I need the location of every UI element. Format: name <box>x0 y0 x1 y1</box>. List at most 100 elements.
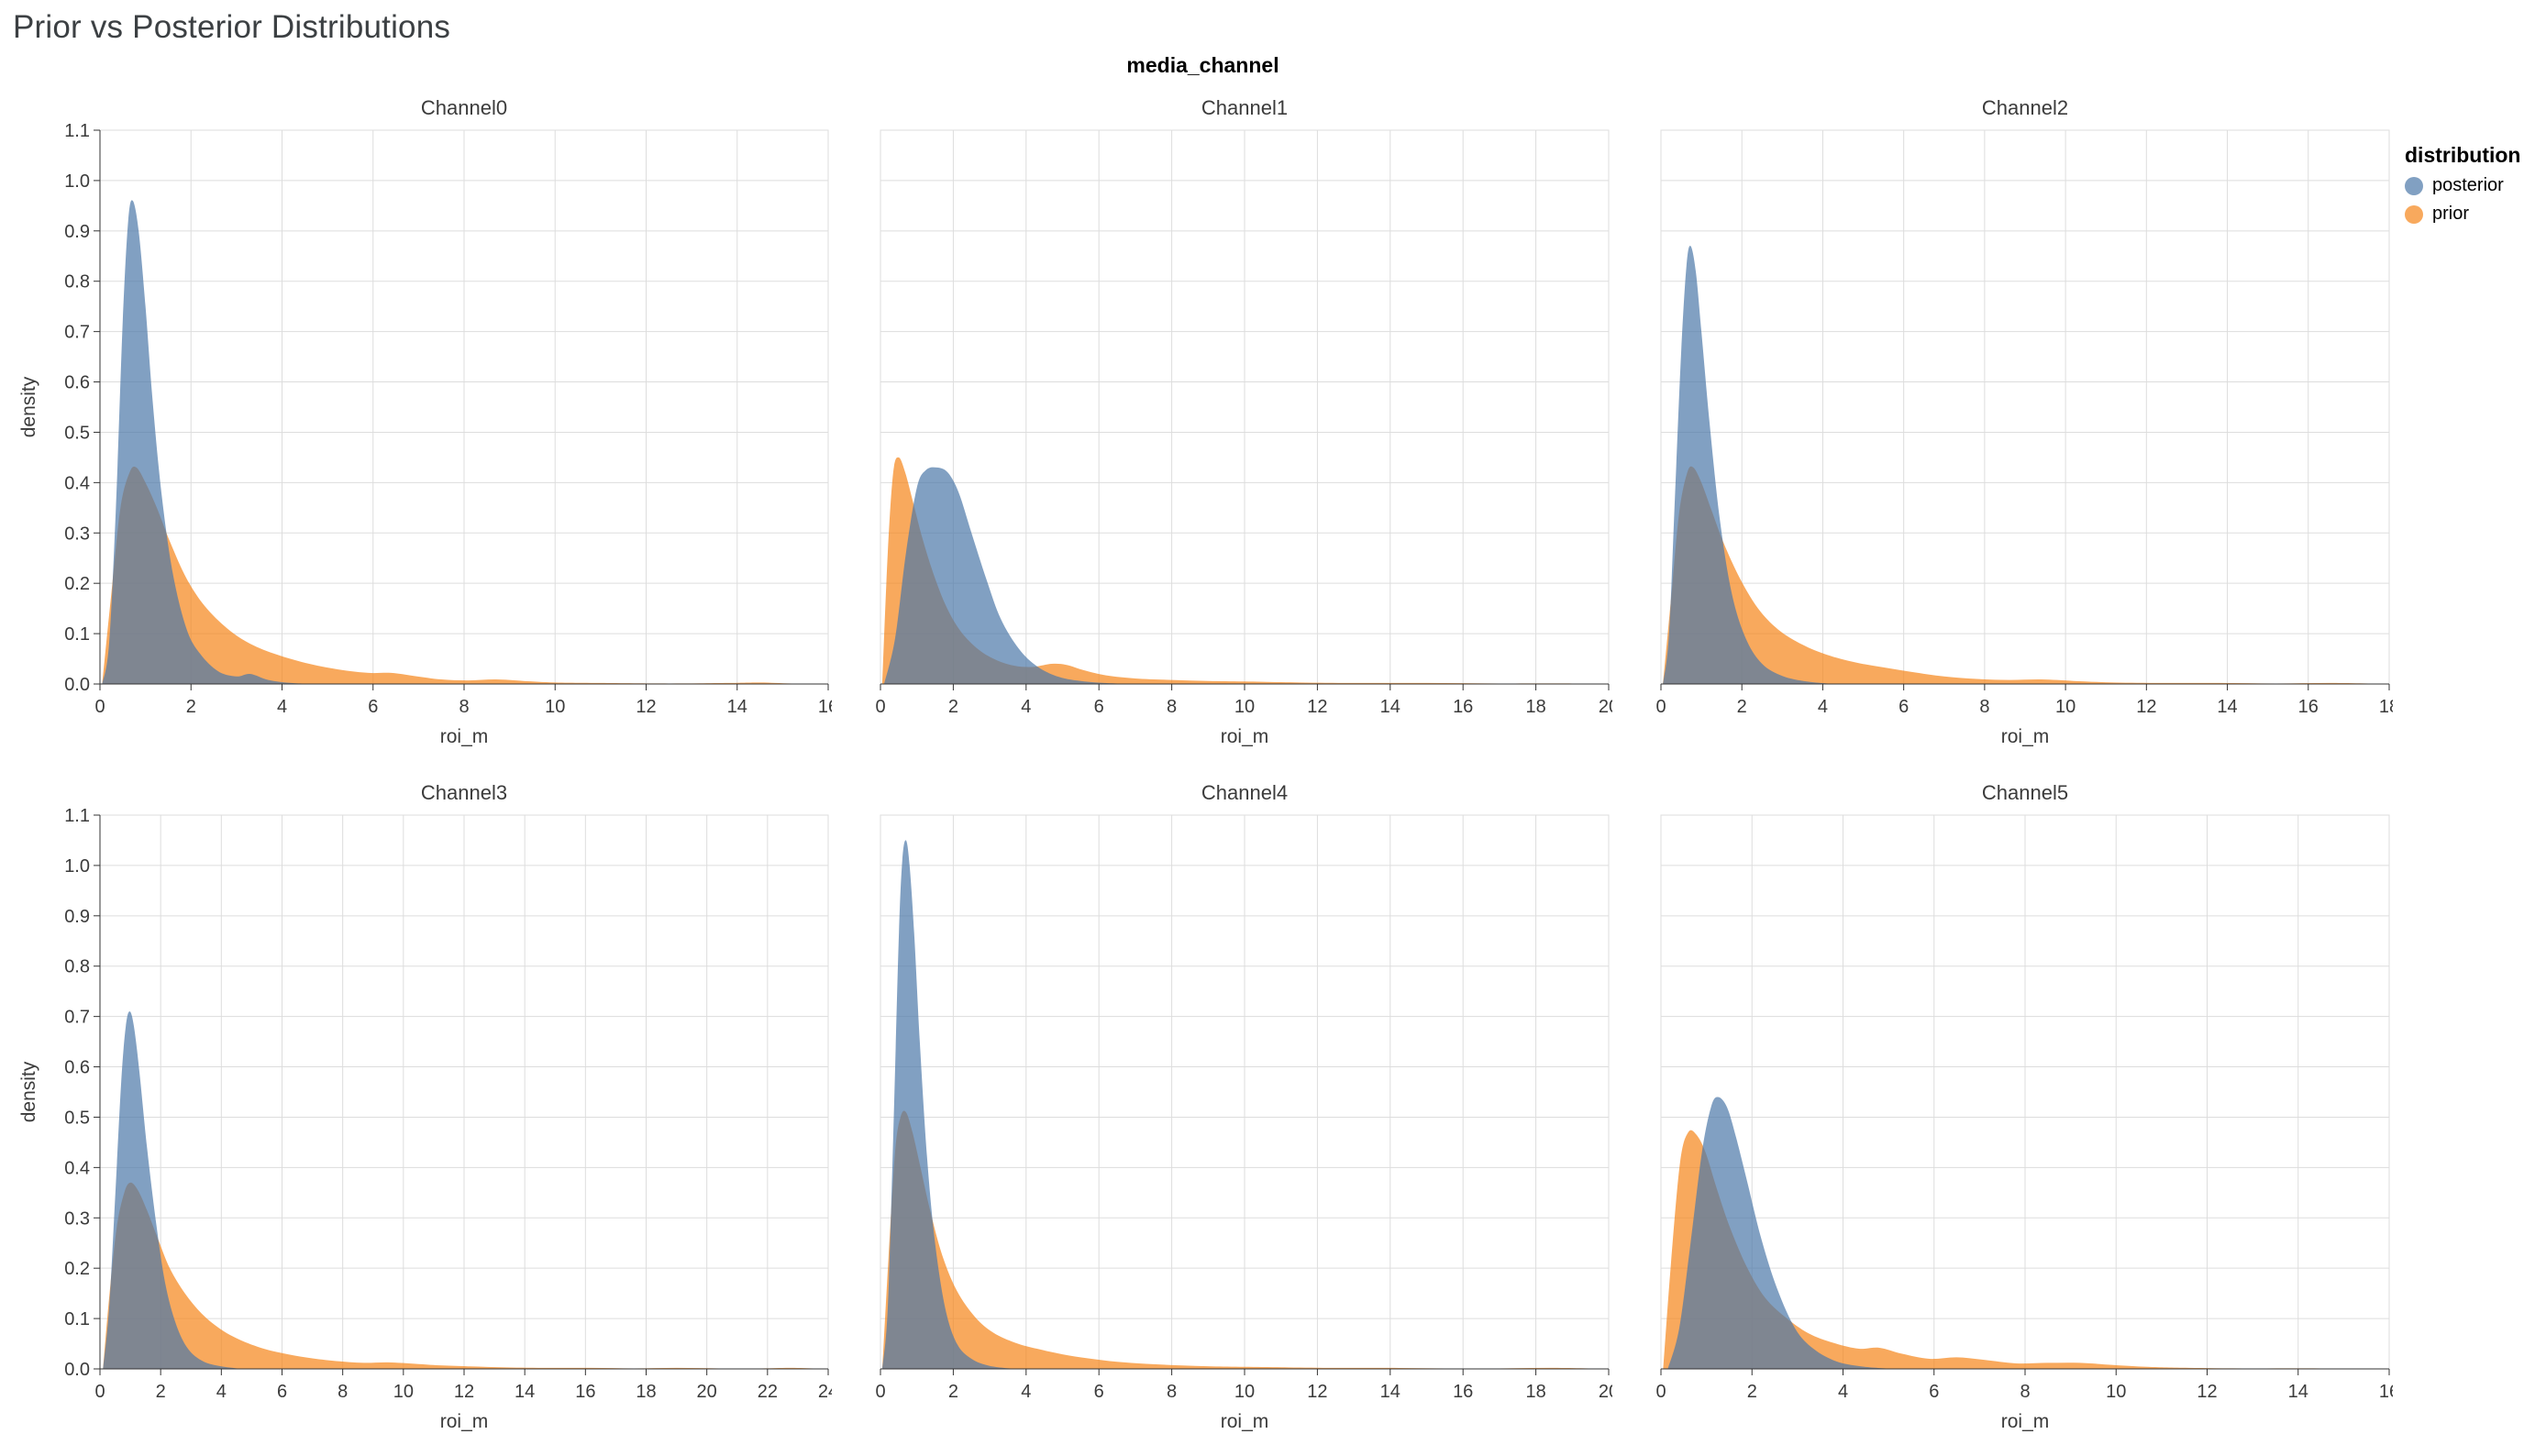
svg-text:0.3: 0.3 <box>64 1208 90 1229</box>
svg-text:2: 2 <box>948 1382 958 1402</box>
svg-text:0.3: 0.3 <box>64 524 90 544</box>
svg-text:14: 14 <box>2288 1382 2308 1402</box>
svg-text:1.1: 1.1 <box>64 806 90 826</box>
svg-text:6: 6 <box>1094 697 1104 717</box>
x-axis-title: roi_m <box>2001 726 2050 747</box>
prior-swatch-icon <box>2405 204 2423 224</box>
gridlines <box>99 129 829 685</box>
y-axis: 0.0 0.1 0.2 0.3 0.4 0.5 0.6 0.7 0.8 0.9 1.0 1.1 <box>64 806 101 1380</box>
facet-channel3: 024681012141618202224roi_m0.00.10.20.30.… <box>18 781 832 1432</box>
svg-text:12: 12 <box>1307 697 1327 717</box>
svg-text:4: 4 <box>1021 697 1031 717</box>
svg-text:0.4: 0.4 <box>64 473 90 493</box>
svg-text:6: 6 <box>1929 1382 1939 1402</box>
svg-text:1.1: 1.1 <box>64 121 90 141</box>
density-area-posterior <box>1667 1097 1894 1369</box>
svg-text:10: 10 <box>1234 1382 1255 1402</box>
x-axis: 0 2 4 6 8 10 12 14 16 <box>94 683 832 717</box>
svg-text:16: 16 <box>1453 1382 1473 1402</box>
svg-text:10: 10 <box>1234 697 1255 717</box>
svg-text:6: 6 <box>1094 1382 1104 1402</box>
gridlines <box>99 814 829 1370</box>
legend-entry-prior: prior <box>2405 204 2520 225</box>
density-area-posterior <box>102 200 319 684</box>
svg-text:6: 6 <box>1898 697 1909 717</box>
svg-text:8: 8 <box>1979 697 1989 717</box>
svg-text:2: 2 <box>1737 697 1747 717</box>
y-axis-title: density <box>18 376 39 437</box>
svg-text:4: 4 <box>1818 697 1828 717</box>
svg-text:0: 0 <box>1655 697 1666 717</box>
svg-text:4: 4 <box>1838 1382 1848 1402</box>
density-area-prior <box>103 1182 828 1369</box>
density-area-posterior <box>103 1011 243 1369</box>
chart-row: 0246810121416roi_m0.00.10.20.30.40.50.60… <box>13 89 2535 757</box>
svg-text:10: 10 <box>2106 1382 2126 1402</box>
legend-label-prior: prior <box>2432 204 2470 224</box>
legend-entry-posterior: posterior <box>2405 175 2520 196</box>
svg-text:0.1: 0.1 <box>64 1309 90 1329</box>
svg-text:14: 14 <box>515 1382 535 1402</box>
svg-text:20: 20 <box>697 1382 717 1402</box>
svg-text:2: 2 <box>156 1382 166 1402</box>
svg-text:12: 12 <box>454 1382 474 1402</box>
svg-text:22: 22 <box>758 1382 778 1402</box>
facet-title: Channel2 <box>1982 96 2068 119</box>
svg-text:20: 20 <box>1599 697 1612 717</box>
svg-text:0.6: 0.6 <box>64 373 90 393</box>
plot-frame <box>1660 129 2390 685</box>
svg-text:10: 10 <box>545 697 565 717</box>
legend-label-posterior: posterior <box>2432 175 2504 195</box>
svg-text:0.5: 0.5 <box>64 423 90 443</box>
svg-text:4: 4 <box>1021 1382 1031 1402</box>
gridlines <box>880 814 1610 1370</box>
density-area-prior <box>881 1110 1609 1369</box>
svg-text:12: 12 <box>2197 1382 2217 1402</box>
y-axis: 0.0 0.1 0.2 0.3 0.4 0.5 0.6 0.7 0.8 0.9 1.0 1.1 <box>64 121 101 695</box>
page: Prior vs Posterior Distributions media_c… <box>0 9 2535 1442</box>
x-axis: 0 2 4 6 8 10 12 14 16 18 20 <box>875 683 1612 717</box>
svg-text:12: 12 <box>636 697 656 717</box>
facet-title: Channel0 <box>421 96 507 119</box>
svg-text:18: 18 <box>1525 1382 1545 1402</box>
svg-text:18: 18 <box>636 1382 656 1402</box>
chart-row: 024681012141618202224roi_m0.00.10.20.30.… <box>13 774 2535 1442</box>
svg-text:18: 18 <box>1525 697 1545 717</box>
x-axis-title: roi_m <box>2001 1411 2050 1432</box>
gridlines <box>1660 129 2390 685</box>
svg-text:0.2: 0.2 <box>64 574 90 594</box>
svg-text:0.4: 0.4 <box>64 1158 90 1178</box>
charts-grid: 0246810121416roi_m0.00.10.20.30.40.50.60… <box>13 89 2535 1442</box>
density-area-posterior <box>881 840 1015 1369</box>
svg-text:1.0: 1.0 <box>64 171 90 192</box>
svg-text:0.8: 0.8 <box>64 957 90 977</box>
facet-channel0: 0246810121416roi_m0.00.10.20.30.40.50.60… <box>18 96 832 747</box>
facet-channel2: 0 2 4 6 8 10 12 14 16 18 roi_m Channel2 <box>1655 96 2393 747</box>
svg-text:8: 8 <box>338 1382 348 1402</box>
facet-title: Channel5 <box>1982 781 2068 804</box>
facet-column-header: media_channel <box>1126 53 1279 77</box>
x-axis-title: roi_m <box>1221 1411 1269 1432</box>
svg-text:0: 0 <box>875 697 885 717</box>
svg-text:6: 6 <box>277 1382 287 1402</box>
facet-title: Channel1 <box>1201 96 1288 119</box>
svg-text:10: 10 <box>2055 697 2076 717</box>
svg-text:14: 14 <box>1380 1382 1400 1402</box>
legend-title: distribution <box>2405 143 2521 167</box>
svg-text:0.2: 0.2 <box>64 1259 90 1279</box>
density-area-posterior <box>883 467 1154 684</box>
svg-text:2: 2 <box>186 697 196 717</box>
svg-text:0: 0 <box>94 1382 105 1402</box>
svg-text:10: 10 <box>393 1382 414 1402</box>
svg-text:8: 8 <box>1167 697 1177 717</box>
svg-text:14: 14 <box>727 697 747 717</box>
svg-text:0.5: 0.5 <box>64 1108 90 1128</box>
svg-text:0.9: 0.9 <box>64 907 90 927</box>
svg-text:2: 2 <box>948 697 958 717</box>
x-axis: 0 2 4 6 8 10 12 14 16 18 <box>1655 683 2393 717</box>
svg-text:0.9: 0.9 <box>64 222 90 242</box>
x-axis: 024681012141618202224 <box>94 1368 832 1402</box>
density-area-posterior <box>1663 246 1835 684</box>
svg-text:14: 14 <box>2217 697 2237 717</box>
x-axis-title: roi_m <box>440 726 489 747</box>
